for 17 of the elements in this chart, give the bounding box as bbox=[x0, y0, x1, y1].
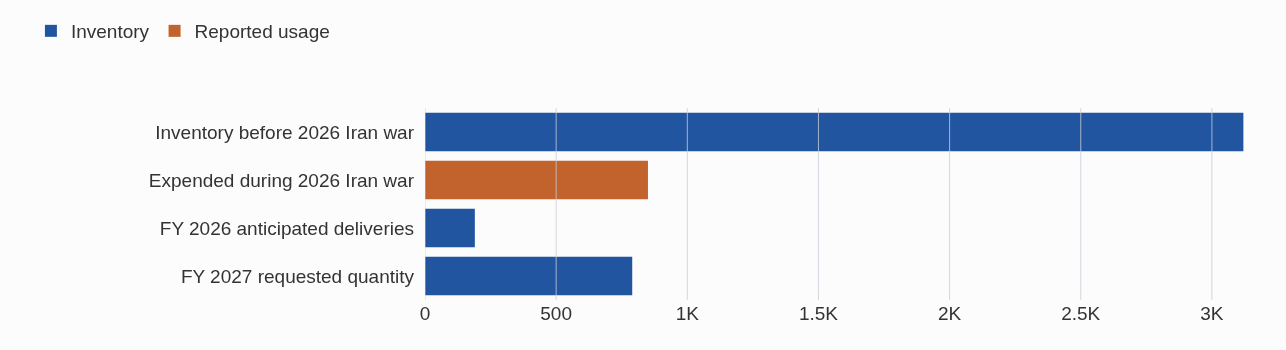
y-tick-label: Inventory before 2026 Iran war bbox=[155, 121, 415, 143]
x-tick-label: 2K bbox=[937, 303, 962, 324]
bar bbox=[425, 256, 633, 296]
x-tick-label: 1.5K bbox=[798, 303, 839, 324]
legend-label: Reported usage bbox=[194, 21, 330, 43]
y-tick-label: Expended during 2026 Iran war bbox=[148, 169, 415, 191]
x-tick-label: 500 bbox=[540, 303, 572, 324]
y-tick-label: FY 2027 requested quantity bbox=[180, 265, 415, 287]
bar bbox=[425, 160, 648, 200]
legend-label: Inventory bbox=[70, 21, 150, 43]
x-tick-label: 1K bbox=[675, 303, 700, 324]
x-tick-label: 3K bbox=[1200, 303, 1224, 324]
bar bbox=[425, 112, 1244, 152]
bar bbox=[425, 208, 475, 248]
x-tick-label: 2.5K bbox=[1061, 303, 1101, 324]
x-tick-label: 0 bbox=[419, 303, 431, 324]
y-tick-label: FY 2026 anticipated deliveries bbox=[159, 217, 414, 239]
